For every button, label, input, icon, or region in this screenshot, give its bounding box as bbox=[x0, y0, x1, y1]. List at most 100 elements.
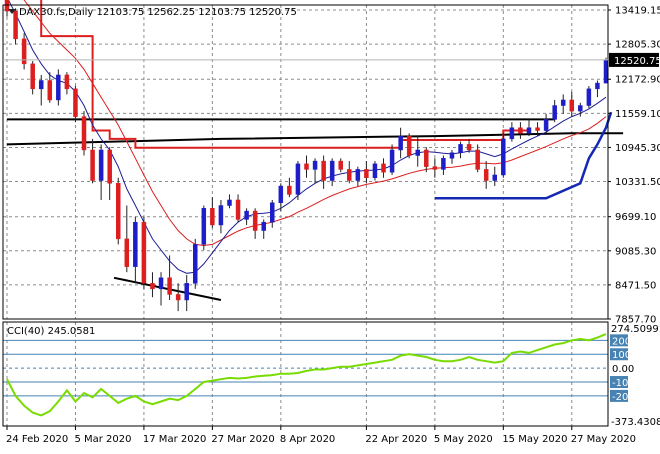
candle-body bbox=[133, 221, 138, 267]
candle-body bbox=[552, 105, 557, 120]
collapse-arrow-icon bbox=[8, 9, 16, 14]
x-tick-label: 27 May 2020 bbox=[571, 434, 636, 445]
candle-body bbox=[13, 10, 18, 40]
cci-level-label: -100 bbox=[612, 378, 635, 389]
cci-level-tag bbox=[610, 334, 628, 347]
y-tick-label: 7857.70 bbox=[615, 315, 656, 326]
x-tick-label: 5 Mar 2020 bbox=[74, 434, 131, 445]
candle-body bbox=[389, 149, 395, 173]
candle-body bbox=[210, 208, 215, 226]
candle-body bbox=[560, 99, 566, 106]
y-tick-label: 9699.10 bbox=[615, 212, 656, 223]
candle-body bbox=[295, 163, 301, 195]
step-line-red bbox=[40, 0, 529, 149]
y-tick-label: 11559.10 bbox=[615, 109, 660, 120]
candle-body bbox=[338, 160, 343, 170]
last-price-tag: 12520.75 bbox=[614, 56, 660, 67]
candle-body bbox=[21, 38, 27, 65]
cci-level-label: 0.00 bbox=[612, 364, 634, 375]
candle-body bbox=[218, 205, 224, 226]
step-line-blue bbox=[434, 111, 613, 200]
candle-body bbox=[603, 59, 609, 84]
cci-line bbox=[6, 333, 607, 417]
candle-body bbox=[518, 127, 523, 134]
candle-body bbox=[30, 63, 35, 90]
candle-body bbox=[193, 244, 198, 284]
candle-body bbox=[475, 149, 480, 170]
last-price-tag-bg bbox=[609, 52, 659, 67]
candle-body bbox=[312, 160, 318, 170]
y-tick-label: 10331.50 bbox=[615, 177, 660, 188]
candle-body bbox=[372, 163, 378, 178]
candle-body bbox=[175, 294, 181, 301]
candle-body bbox=[355, 169, 361, 181]
candle-body bbox=[38, 80, 44, 90]
candle-body bbox=[81, 116, 87, 151]
moving-average-slow bbox=[23, 0, 607, 247]
candle-body bbox=[64, 74, 70, 90]
support-line-lower bbox=[6, 132, 624, 146]
candle-body bbox=[115, 183, 121, 240]
x-tick-label: 5 May 2020 bbox=[434, 434, 493, 445]
x-tick-label: 22 Apr 2020 bbox=[365, 434, 427, 445]
candle-body bbox=[406, 135, 412, 156]
candle-body bbox=[449, 152, 455, 159]
candle-body bbox=[124, 238, 130, 267]
candle-body bbox=[329, 160, 335, 181]
cci-level-tag bbox=[610, 376, 628, 389]
moving-average-fast bbox=[7, 0, 607, 274]
candle-body bbox=[278, 185, 284, 203]
y-tick-label: 12805.30 bbox=[615, 40, 660, 51]
candle-body bbox=[458, 144, 463, 153]
candle-body bbox=[244, 210, 249, 220]
candle-body bbox=[586, 88, 592, 106]
cci-panel-frame bbox=[2, 321, 609, 427]
candle-body bbox=[47, 80, 53, 101]
candle-body bbox=[90, 149, 95, 181]
candle-body bbox=[158, 277, 164, 290]
candle-body bbox=[321, 160, 326, 181]
x-tick-label: 24 Feb 2020 bbox=[6, 434, 68, 445]
candle-body bbox=[107, 149, 112, 184]
candle-body bbox=[270, 202, 275, 223]
candle-body bbox=[424, 149, 429, 167]
candle-body bbox=[535, 127, 540, 131]
main-panel-frame bbox=[2, 4, 609, 320]
cci-level-label: -200 bbox=[612, 392, 635, 403]
candle-body bbox=[415, 149, 420, 156]
candle-body bbox=[261, 221, 266, 231]
candle-body bbox=[432, 166, 438, 170]
candle-body bbox=[578, 105, 583, 112]
candle-body bbox=[252, 210, 258, 231]
candle-body bbox=[167, 277, 172, 295]
cci-level-tag bbox=[610, 348, 628, 361]
candle-body bbox=[501, 138, 506, 176]
x-tick-label: 8 Apr 2020 bbox=[280, 434, 335, 445]
y-tick-label: 8471.50 bbox=[615, 280, 656, 291]
symbol-title: DAX30.fs,Daily 12103.75 12562.25 12103.7… bbox=[19, 7, 297, 18]
x-tick-label: 17 Mar 2020 bbox=[143, 434, 206, 445]
cci-level-tag bbox=[610, 389, 628, 402]
candle-body bbox=[201, 208, 207, 245]
candle-body bbox=[569, 99, 575, 112]
y-tick-label: 9085.30 bbox=[615, 246, 656, 257]
cci-top-label: 274.5099 bbox=[611, 324, 659, 335]
candle-body bbox=[141, 221, 147, 284]
x-tick-label: 27 Mar 2020 bbox=[211, 434, 274, 445]
candle-body bbox=[347, 169, 352, 181]
candle-body bbox=[466, 144, 472, 151]
y-tick-label: 12172.90 bbox=[615, 75, 660, 86]
candle-body bbox=[398, 135, 403, 151]
candle-body bbox=[227, 199, 232, 206]
candle-body bbox=[483, 169, 489, 181]
candle-body bbox=[526, 127, 532, 134]
candle-body bbox=[287, 185, 292, 195]
candle-body bbox=[381, 163, 386, 173]
y-tick-label: 10945.30 bbox=[615, 143, 660, 154]
candle-body bbox=[595, 82, 600, 90]
candle-body bbox=[492, 174, 498, 181]
candle-body bbox=[235, 199, 241, 220]
candle-body bbox=[441, 158, 446, 170]
